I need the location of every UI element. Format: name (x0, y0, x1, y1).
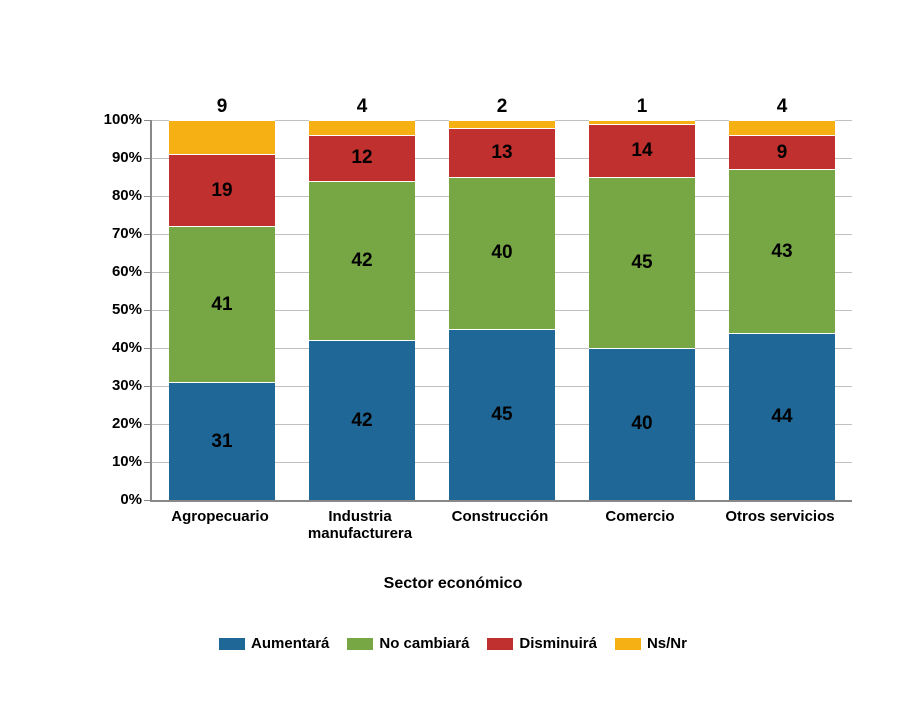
bar: 3141199 (169, 120, 275, 500)
y-tick-label: 60% (42, 263, 142, 280)
data-label: 4 (729, 96, 835, 118)
y-tick-label: 50% (42, 301, 142, 318)
data-label: 40 (449, 242, 555, 264)
bar: 444394 (729, 120, 835, 500)
stacked-bar-chart: 0%10%20%30%40%50%60%70%80%90%100% 314119… (40, 20, 866, 702)
bar-slot: 4045141 (572, 120, 712, 500)
bar: 4045141 (589, 120, 695, 500)
legend-item: Ns/Nr (615, 635, 687, 652)
y-tick-label: 100% (42, 111, 142, 128)
legend-swatch (615, 638, 641, 650)
data-label: 40 (589, 413, 695, 435)
x-axis-title: Sector económico (40, 575, 866, 593)
y-tick-label: 0% (42, 491, 142, 508)
legend-label: Disminuirá (519, 635, 597, 652)
data-label: 12 (309, 147, 415, 169)
legend-swatch (347, 638, 373, 650)
x-tick-label: Agropecuario (150, 508, 290, 525)
legend: Aumentará No cambiará Disminuirá Ns/Nr (40, 635, 866, 652)
bar-slot: 3141199 (152, 120, 292, 500)
bar-slot: 444394 (712, 120, 852, 500)
data-label: 2 (449, 96, 555, 118)
y-tick-label: 70% (42, 225, 142, 242)
legend-item: Disminuirá (487, 635, 597, 652)
data-label: 41 (169, 294, 275, 316)
data-label: 45 (449, 404, 555, 426)
legend-swatch (219, 638, 245, 650)
data-label: 43 (729, 241, 835, 263)
bar-segment (449, 120, 555, 128)
x-tick-label: Otros servicios (710, 508, 850, 525)
legend-label: Aumentará (251, 635, 329, 652)
bar-slot: 4242124 (292, 120, 432, 500)
bar-segment (729, 120, 835, 135)
bar-segment (169, 120, 275, 154)
data-label: 31 (169, 431, 275, 453)
y-tick-label: 20% (42, 415, 142, 432)
x-tick-label: Industriamanufacturera (290, 508, 430, 542)
legend-item: No cambiará (347, 635, 469, 652)
data-label: 13 (449, 142, 555, 164)
data-label: 9 (729, 142, 835, 164)
legend-label: Ns/Nr (647, 635, 687, 652)
data-label: 9 (169, 96, 275, 118)
data-label: 45 (589, 252, 695, 274)
y-tick-label: 80% (42, 187, 142, 204)
bar: 4242124 (309, 120, 415, 500)
data-label: 42 (309, 250, 415, 272)
data-label: 4 (309, 96, 415, 118)
y-tick-label: 30% (42, 377, 142, 394)
bar: 4540132 (449, 120, 555, 500)
plot-area: 3141199424212445401324045141444394 (150, 120, 852, 502)
y-tick-label: 10% (42, 453, 142, 470)
data-label: 14 (589, 140, 695, 162)
legend-label: No cambiará (379, 635, 469, 652)
bar-slot: 4540132 (432, 120, 572, 500)
x-tick-label: Comercio (570, 508, 710, 525)
bars-row: 3141199424212445401324045141444394 (152, 120, 852, 500)
data-label: 1 (589, 96, 695, 118)
legend-swatch (487, 638, 513, 650)
data-label: 19 (169, 180, 275, 202)
bar-segment (309, 120, 415, 135)
data-label: 42 (309, 410, 415, 432)
bar-segment (589, 120, 695, 124)
data-label: 44 (729, 406, 835, 428)
legend-item: Aumentará (219, 635, 329, 652)
y-tick-label: 90% (42, 149, 142, 166)
x-tick-label: Construcción (430, 508, 570, 525)
y-tick-label: 40% (42, 339, 142, 356)
